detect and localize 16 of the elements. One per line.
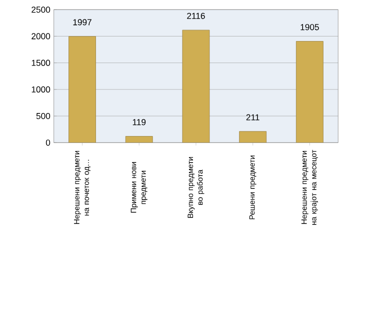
- data-label: 119: [132, 118, 146, 126]
- data-label: 1905: [300, 24, 319, 30]
- y-tick-label: 1000: [32, 86, 50, 92]
- data-label: 211: [246, 114, 260, 120]
- y-tick-label: 2500: [32, 6, 50, 13]
- y-tick-label: 1500: [32, 60, 50, 66]
- data-label: 2116: [187, 12, 205, 19]
- bar: [68, 36, 96, 142]
- bar: [296, 40, 324, 142]
- bar: [126, 136, 153, 142]
- y-tick-label: 500: [36, 112, 50, 119]
- bar: [239, 131, 266, 142]
- bar: [182, 30, 210, 142]
- y-tick-label: 2000: [32, 33, 50, 40]
- y-tick-label: 0: [46, 139, 50, 146]
- data-label: 1997: [73, 19, 92, 26]
